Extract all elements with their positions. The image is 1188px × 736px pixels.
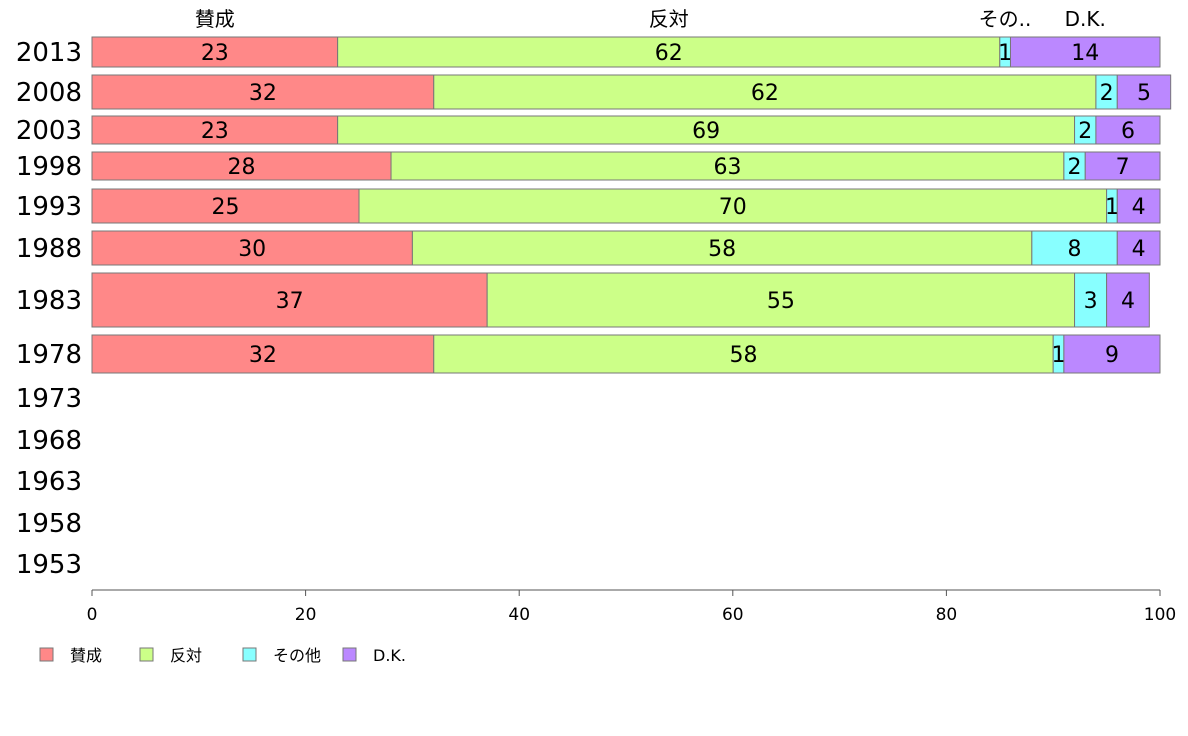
bar-1988-series-3 [1116, 230, 1161, 266]
series-header-1: 反対 [649, 7, 689, 31]
bar-1983-series-1 [486, 272, 1076, 328]
bar-1978-series-0 [91, 334, 435, 374]
year-label-1993: 1993 [16, 192, 82, 222]
bar-value-1998-series-3: 7 [1116, 155, 1130, 180]
bar-value-1983-series-1: 55 [767, 289, 795, 314]
year-label-1988: 1988 [16, 234, 82, 264]
bar-value-1998-series-0: 28 [228, 155, 256, 180]
bar-1993-series-0 [91, 188, 360, 224]
bar-value-2003-series-1: 69 [692, 119, 720, 144]
year-labels: 2013 2008 2003 1998 1993 1988 1983 1978 1973 1968… [16, 38, 82, 580]
bar-2013-series-0 [91, 36, 339, 68]
bar-2008-series-0 [91, 74, 435, 110]
bar-value-1988-series-2: 8 [1068, 237, 1082, 262]
x-tick-label-60: 60 [722, 605, 744, 625]
bar-1978-series-3 [1063, 334, 1161, 374]
bar-value-1993-series-2: 1 [1105, 195, 1119, 220]
year-label-1958: 1958 [16, 509, 82, 539]
year-label-2008: 2008 [16, 78, 82, 108]
bar-1998-series-0 [91, 151, 392, 181]
year-label-2003: 2003 [16, 116, 82, 146]
bar-1993-series-3 [1116, 188, 1161, 224]
x-tick-label-100: 100 [1144, 605, 1176, 625]
bar-value-2003-series-3: 6 [1121, 119, 1135, 144]
bar-value-1978-series-0: 32 [249, 343, 277, 368]
legend-label-2: その他 [273, 646, 321, 665]
bar-value-2008-series-2: 2 [1100, 81, 1114, 106]
legend: 賛成 反対 その他 D.K. [39, 646, 406, 665]
series-header-3: D.K. [1065, 7, 1106, 31]
x-tick-label-80: 80 [936, 605, 958, 625]
bar-value-1998-series-2: 2 [1068, 155, 1082, 180]
year-label-1983: 1983 [16, 286, 82, 316]
x-tick-label-0: 0 [87, 605, 98, 625]
legend-swatch-2 [242, 647, 257, 662]
bar-value-2013-series-0: 23 [201, 41, 229, 66]
bar-2003-series-0 [91, 115, 339, 145]
bar-value-2013-series-1: 62 [655, 41, 683, 66]
year-label-1998: 1998 [16, 152, 82, 182]
bar-1988-series-1 [411, 230, 1033, 266]
bar-1983-series-3 [1106, 272, 1150, 328]
year-label-1953: 1953 [16, 550, 82, 580]
bar-value-1978-series-1: 58 [729, 343, 757, 368]
year-label-1978: 1978 [16, 340, 82, 370]
bar-value-2003-series-2: 2 [1078, 119, 1092, 144]
bar-value-2013-series-3: 14 [1071, 41, 1099, 66]
bar-value-1988-series-0: 30 [238, 237, 266, 262]
x-axis: 0 20 40 60 80 100 [87, 589, 1176, 625]
x-tick-label-40: 40 [508, 605, 530, 625]
bar-value-1978-series-3: 9 [1105, 343, 1119, 368]
bar-1983-series-2 [1074, 272, 1108, 328]
bar-value-1993-series-0: 25 [212, 195, 240, 220]
legend-swatch-1 [139, 647, 154, 662]
bar-1993-series-1 [358, 188, 1108, 224]
legend-swatch-0 [39, 647, 54, 662]
bar-2013-series-3 [1009, 36, 1161, 68]
bar-value-1988-series-1: 58 [708, 237, 736, 262]
bar-value-1983-series-2: 3 [1084, 289, 1098, 314]
x-tick-label-20: 20 [295, 605, 317, 625]
bar-2013-series-1 [337, 36, 1001, 68]
bar-value-1993-series-1: 70 [719, 195, 747, 220]
series-header-0: 賛成 [195, 7, 235, 31]
bar-2003-series-1 [337, 115, 1076, 145]
legend-label-3: D.K. [373, 646, 406, 665]
year-label-2013: 2013 [16, 38, 82, 68]
bar-value-1983-series-0: 37 [276, 289, 304, 314]
bar-2008-series-1 [433, 74, 1097, 110]
bar-value-1998-series-1: 63 [713, 155, 741, 180]
series-headers: 賛成 反対 その.. D.K. [195, 7, 1106, 31]
bar-2008-series-3 [1116, 74, 1172, 110]
bar-value-2008-series-0: 32 [249, 81, 277, 106]
year-label-1963: 1963 [16, 467, 82, 497]
bar-value-2013-series-2: 1 [998, 41, 1012, 66]
bar-value-2003-series-0: 23 [201, 119, 229, 144]
bar-1983-series-0 [91, 272, 488, 328]
bar-value-1983-series-3: 4 [1121, 289, 1135, 314]
year-label-1968: 1968 [16, 426, 82, 456]
bar-value-1978-series-2: 1 [1052, 343, 1066, 368]
bar-value-2008-series-3: 5 [1137, 81, 1151, 106]
legend-label-0: 賛成 [70, 646, 102, 665]
year-label-1973: 1973 [16, 384, 82, 414]
bar-value-1988-series-3: 4 [1132, 237, 1146, 262]
bar-value-1993-series-3: 4 [1132, 195, 1146, 220]
legend-swatch-3 [342, 647, 357, 662]
bar-2003-series-3 [1095, 115, 1161, 145]
series-header-2: その.. [979, 7, 1032, 31]
bar-value-2008-series-1: 62 [751, 81, 779, 106]
bar-1988-series-2 [1031, 230, 1118, 266]
legend-label-1: 反対 [170, 646, 202, 665]
bar-1998-series-3 [1084, 151, 1161, 181]
